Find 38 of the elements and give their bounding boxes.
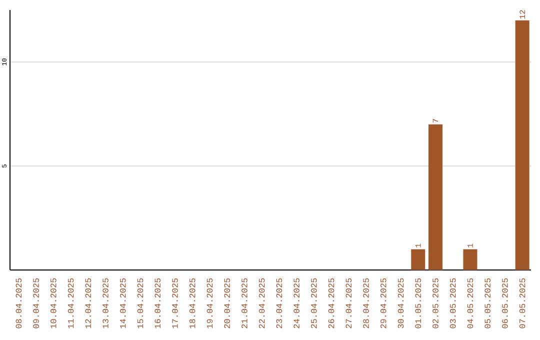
x-tick-label: 06.05.2025 <box>502 278 508 328</box>
data-label: 1 <box>468 244 473 248</box>
x-tick-label: 29.04.2025 <box>380 278 386 328</box>
x-tick-label: 11.04.2025 <box>68 278 74 328</box>
bar <box>411 249 426 270</box>
x-tick-label: 07.05.2025 <box>519 278 526 328</box>
bar <box>428 124 442 270</box>
x-tick-label: 16.04.2025 <box>154 278 160 328</box>
x-tick-label: 28.04.2025 <box>363 278 369 328</box>
x-tick-label: 19.04.2025 <box>206 278 213 328</box>
x-tick-label: 23.04.2025 <box>276 278 282 328</box>
data-label: 12 <box>520 10 525 19</box>
x-tick-label: 24.04.2025 <box>294 278 300 328</box>
x-tick-label: 10.04.2025 <box>50 278 56 328</box>
bar <box>463 249 478 270</box>
x-tick-label: 21.04.2025 <box>242 278 248 328</box>
bar <box>515 20 530 270</box>
data-label: 7 <box>432 119 438 123</box>
x-tick-label: 30.04.2025 <box>398 278 404 328</box>
x-tick-label: 15.04.2025 <box>137 278 144 328</box>
x-tick-label: 12.04.2025 <box>85 278 92 328</box>
x-tick-label: 27.04.2025 <box>346 278 352 328</box>
x-tick-label: 13.04.2025 <box>102 278 108 328</box>
x-tick-label: 17.04.2025 <box>172 278 178 328</box>
x-tick-label: 01.05.2025 <box>415 278 421 328</box>
x-tick-label: 02.05.2025 <box>432 278 438 328</box>
x-tick-label: 20.04.2025 <box>224 278 230 328</box>
x-tick-label: 08.04.2025 <box>16 278 22 328</box>
x-tick-label: 18.04.2025 <box>189 278 196 328</box>
x-tick-label: 05.05.2025 <box>484 278 490 328</box>
x-tick-label: 22.04.2025 <box>258 278 265 328</box>
x-tick-label: 25.04.2025 <box>311 278 317 328</box>
data-label: 1 <box>415 244 421 248</box>
x-tick-label: 04.05.2025 <box>467 278 474 328</box>
x-tick-label: 26.04.2025 <box>328 278 334 328</box>
x-tick-label: 03.05.2025 <box>450 278 456 328</box>
x-tick-label: 14.04.2025 <box>120 278 126 328</box>
x-tick-label: 09.04.2025 <box>33 278 39 328</box>
